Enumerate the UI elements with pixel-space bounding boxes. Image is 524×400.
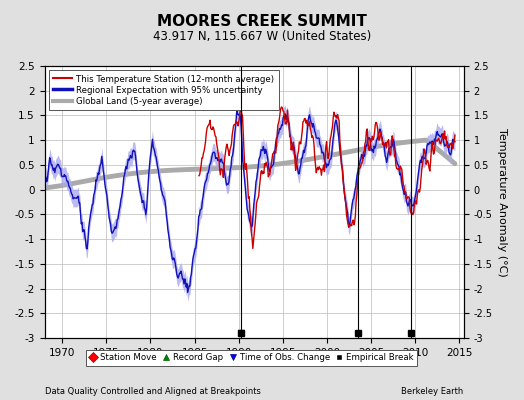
Y-axis label: Temperature Anomaly (°C): Temperature Anomaly (°C)	[497, 128, 507, 276]
Text: Berkeley Earth: Berkeley Earth	[401, 387, 464, 396]
Text: Data Quality Controlled and Aligned at Breakpoints: Data Quality Controlled and Aligned at B…	[45, 387, 260, 396]
Text: MOORES CREEK SUMMIT: MOORES CREEK SUMMIT	[157, 14, 367, 29]
Text: 43.917 N, 115.667 W (United States): 43.917 N, 115.667 W (United States)	[153, 30, 371, 43]
Legend: Station Move, Record Gap, Time of Obs. Change, Empirical Break: Station Move, Record Gap, Time of Obs. C…	[85, 350, 418, 366]
Legend: This Temperature Station (12-month average), Regional Expectation with 95% uncer: This Temperature Station (12-month avera…	[49, 70, 279, 110]
